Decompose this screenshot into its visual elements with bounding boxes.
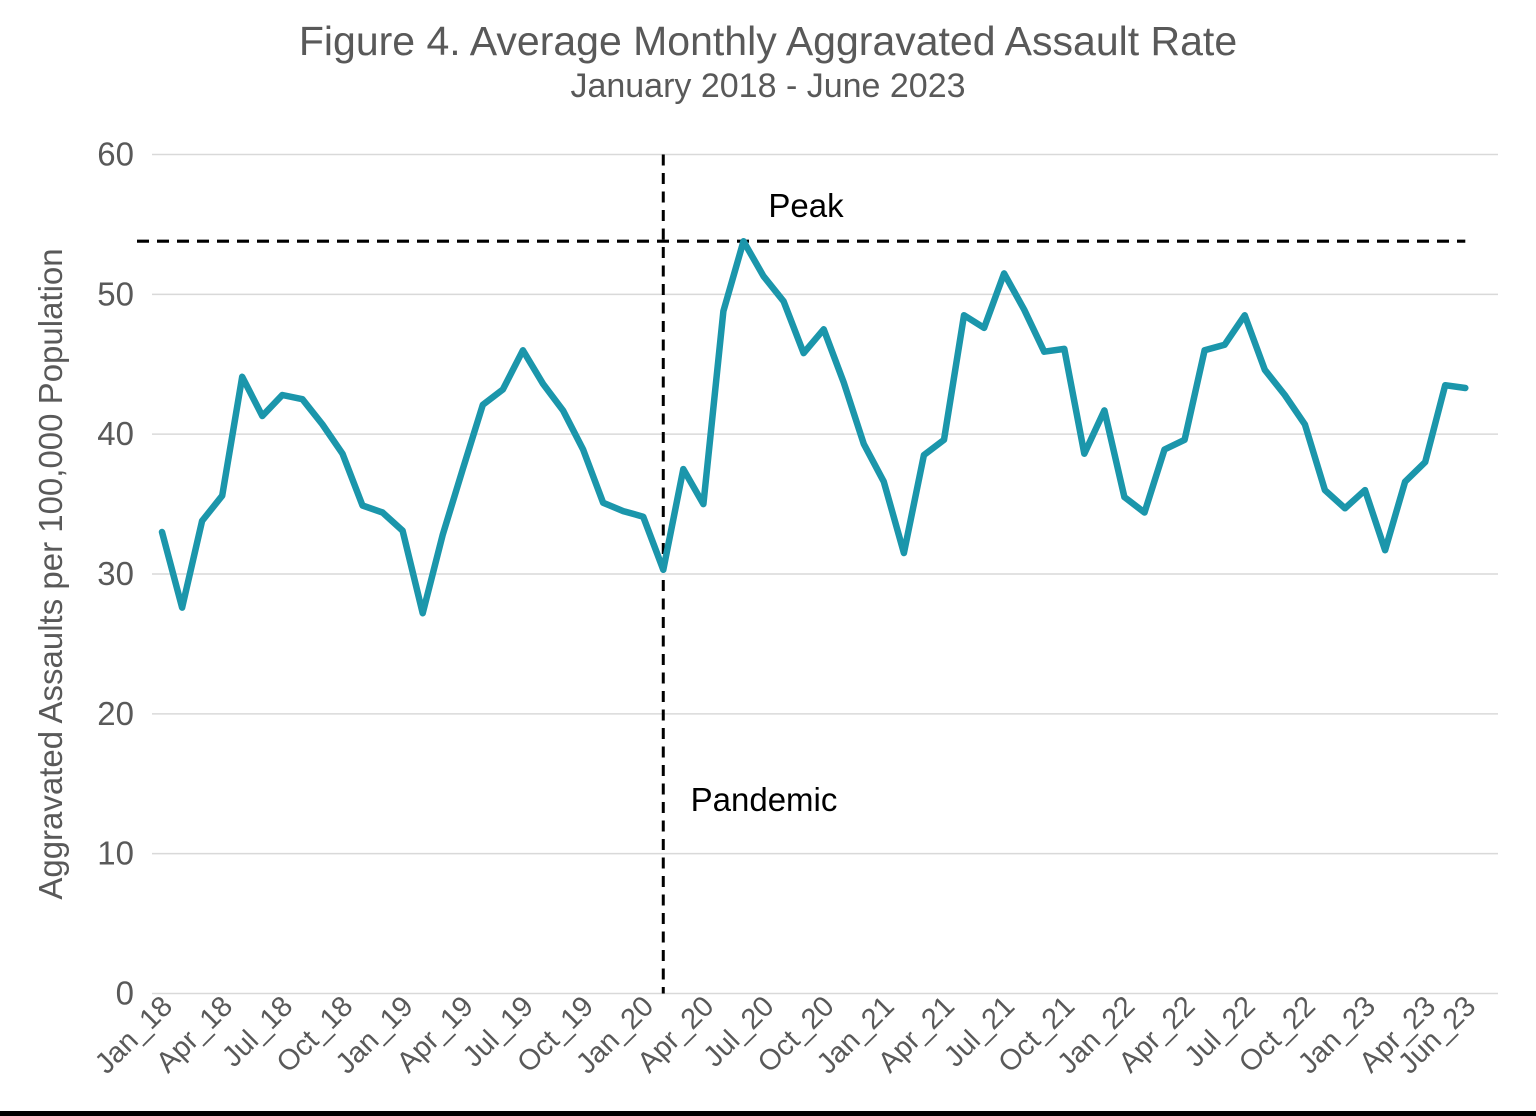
assault-rate-line bbox=[158, 237, 1469, 617]
bottom-border-rule bbox=[0, 1111, 1536, 1116]
title-block: Figure 4. Average Monthly Aggravated Ass… bbox=[0, 18, 1536, 108]
x-axis-tick-labels: Jan_18Apr_18Jul_18Oct_18Jan_19Apr_19Jul_… bbox=[89, 990, 1482, 1080]
peak-annotation-label: Peak bbox=[768, 187, 844, 224]
chart-subtitle: January 2018 - June 2023 bbox=[570, 67, 966, 106]
y-tick-label: 30 bbox=[97, 555, 134, 592]
y-axis-tick-labels: 0 10 20 30 40 50 60 bbox=[97, 136, 134, 1012]
y-tick-label: 0 bbox=[116, 975, 134, 1012]
gridlines bbox=[152, 153, 1498, 995]
y-tick-label: 10 bbox=[97, 835, 134, 872]
data-series bbox=[158, 237, 1469, 617]
y-tick-label: 20 bbox=[97, 695, 134, 732]
y-axis-title: Aggravated Assaults per 100,000 Populati… bbox=[32, 248, 69, 899]
chart-title: Figure 4. Average Monthly Aggravated Ass… bbox=[298, 18, 1238, 64]
y-tick-label: 60 bbox=[97, 136, 134, 173]
reference-lines bbox=[137, 154, 1466, 994]
y-tick-label: 50 bbox=[97, 275, 134, 312]
pandemic-annotation-label: Pandemic bbox=[691, 781, 838, 818]
y-tick-label: 40 bbox=[97, 415, 134, 452]
